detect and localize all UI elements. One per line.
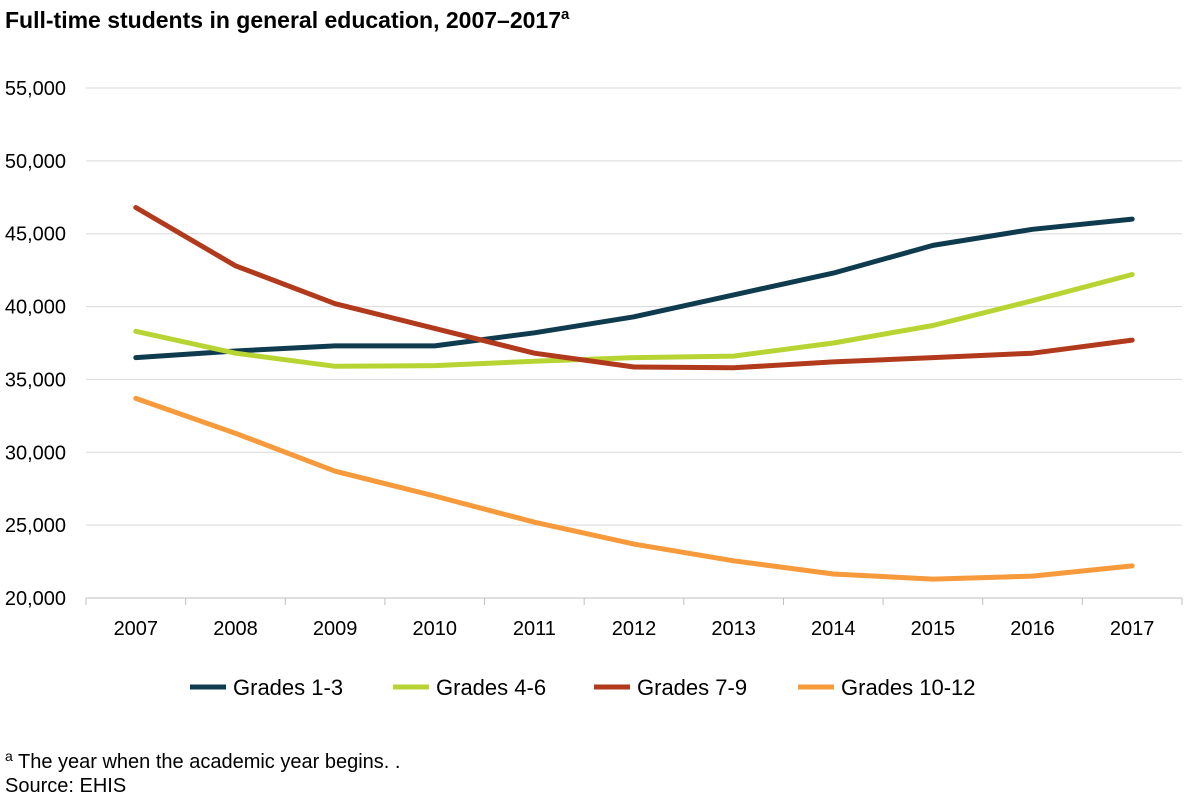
- x-tick-label: 2016: [1010, 618, 1055, 640]
- y-tick-label: 25,000: [5, 515, 66, 537]
- y-tick-label: 45,000: [5, 224, 66, 246]
- x-axis-ticks: 2007 2008 2009 2010 2011 2012 2013 2014 2015 2016…: [114, 618, 1155, 640]
- y-axis-ticks: 20,000 25,000 30,000 35,000 40,000 45,000 50,0…: [5, 78, 66, 610]
- x-tick-label: 2015: [911, 618, 956, 640]
- y-tick-label: 20,000: [5, 588, 66, 610]
- legend-item-grades-7-9: Grades 7-9: [594, 675, 747, 700]
- legend-label: Grades 7-9: [637, 675, 747, 700]
- x-tick-label: 2013: [711, 618, 756, 640]
- x-tick-label: 2007: [114, 618, 159, 640]
- chart-title-text: Full-time students in general education,…: [5, 7, 562, 33]
- footnote-text: The year when the academic year begins. …: [12, 751, 401, 773]
- gridlines: [86, 87, 1182, 526]
- legend-item-grades-4-6: Grades 4-6: [393, 675, 546, 700]
- x-axis: [85, 597, 1183, 605]
- x-tick-label: 2009: [313, 618, 358, 640]
- x-tick-label: 2008: [213, 618, 258, 640]
- x-tick-label: 2010: [412, 618, 457, 640]
- source-note: Source: EHIS: [5, 775, 127, 797]
- x-tick-label: 2014: [811, 618, 856, 640]
- legend-label: Grades 4-6: [436, 675, 546, 700]
- footnote-marker: a: [5, 748, 13, 764]
- series-line-grades-7-9: [133, 205, 1135, 371]
- series-lines: [133, 205, 1135, 582]
- x-tick-label: 2017: [1110, 618, 1155, 640]
- y-tick-label: 40,000: [5, 297, 66, 319]
- x-tick-label: 2011: [513, 618, 556, 640]
- y-tick-label: 35,000: [5, 369, 66, 391]
- series-line-grades-4-6: [133, 272, 1135, 369]
- legend-item-grades-1-3: Grades 1-3: [190, 675, 343, 700]
- legend-item-grades-10-12: Grades 10-12: [798, 675, 976, 700]
- x-tick-label: 2012: [612, 618, 657, 640]
- legend-label: Grades 10-12: [841, 675, 976, 700]
- y-tick-label: 50,000: [5, 151, 66, 173]
- footnote: a The year when the academic year begins…: [5, 748, 400, 774]
- series-line-grades-1-3: [133, 216, 1135, 361]
- y-tick-label: 55,000: [5, 78, 66, 100]
- legend: Grades 1-3 Grades 4-6 Grades 7-9 Grades 10-…: [190, 675, 976, 700]
- y-tick-label: 30,000: [5, 442, 66, 464]
- series-line-grades-10-12: [133, 395, 1135, 582]
- chart-title: Full-time students in general education,…: [5, 6, 569, 34]
- title-superscript: a: [561, 6, 570, 23]
- legend-label: Grades 1-3: [233, 675, 343, 700]
